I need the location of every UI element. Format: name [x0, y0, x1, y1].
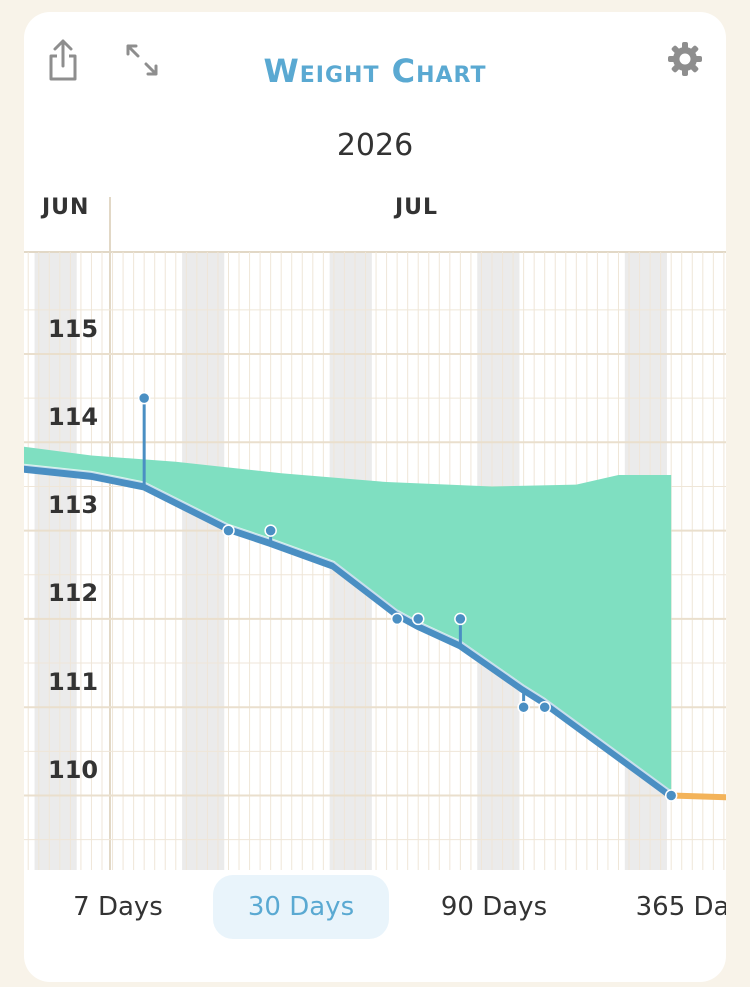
weigh-in-point [222, 524, 235, 537]
trend-line-edge [24, 463, 672, 793]
trend-line [24, 464, 676, 800]
weight-chart[interactable] [24, 197, 726, 872]
weigh-in-point [517, 700, 530, 714]
y-axis-label-111: 111 [48, 668, 99, 696]
weigh-in-points [137, 391, 678, 802]
weigh-in-point [264, 524, 277, 537]
y-axis-label-110: 110 [48, 756, 99, 784]
goal-range-area [24, 446, 672, 796]
weigh-in-point [137, 391, 151, 405]
y-axis-label-113: 113 [48, 491, 99, 519]
projection-line [668, 792, 726, 801]
tab-30-days[interactable]: 30 Days [213, 875, 389, 939]
month-label-jul: JUL [395, 195, 439, 220]
y-axis-label-115: 115 [48, 315, 99, 343]
weigh-in-point [390, 612, 404, 626]
weigh-in-point [538, 700, 551, 714]
weight-chart-card: Weight Chart 2026 JUN JUL 115 114 113 11… [24, 12, 726, 982]
share-icon[interactable] [46, 38, 80, 82]
weigh-in-point [664, 789, 678, 802]
range-tabs: 7 Days 30 Days 90 Days 365 Days [24, 872, 726, 942]
weigh-in-point [454, 612, 467, 626]
weigh-in-point [411, 612, 425, 626]
y-axis-label-112: 112 [48, 579, 99, 607]
tab-365-days[interactable]: 365 Days [635, 892, 726, 922]
tab-90-days[interactable]: 90 Days [440, 892, 548, 922]
chart-year: 2026 [336, 128, 414, 163]
gear-icon[interactable] [666, 40, 704, 78]
tab-7-days[interactable]: 7 Days [73, 892, 163, 922]
expand-icon[interactable] [124, 42, 160, 78]
y-axis-label-114: 114 [48, 403, 99, 431]
page-title: Weight Chart [263, 52, 487, 90]
month-label-jun: JUN [42, 195, 90, 220]
